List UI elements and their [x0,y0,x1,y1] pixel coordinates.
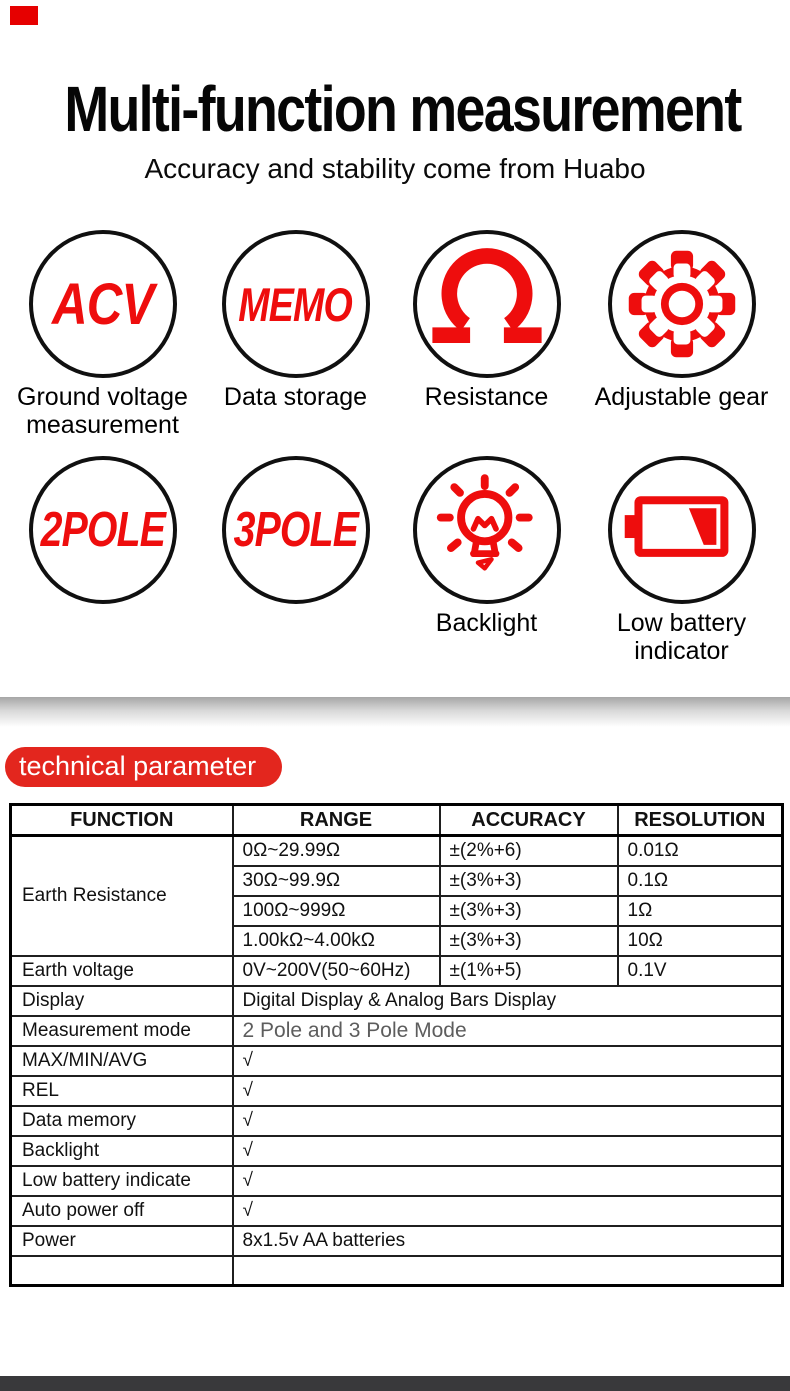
table-row: 100Ω~999Ω ±(3%+3) 1Ω [11,894,784,927]
cell-function [9,1254,234,1287]
gear-icon-circle [607,230,756,378]
three-pole-badge-circle: 3POLE [221,456,370,604]
feature-adjustable-gear: Adjustable gear [585,230,778,412]
memo-badge-circle: MEMO [221,230,370,378]
cell-accuracy: ±(3%+3) [438,924,619,957]
feature-label: Resistance [424,383,549,411]
table-row: 30Ω~99.9Ω ±(3%+3) 0.1Ω [11,864,784,897]
cell-value: √ [231,1194,784,1227]
table-row: 1.00kΩ~4.00kΩ ±(3%+3) 10Ω [11,924,784,957]
cell-value: √ [231,1134,784,1167]
col-header-function: FUNCTION [9,803,234,837]
col-header-range: RANGE [231,803,441,837]
feature-label: Data storage [223,383,368,411]
cell-value: √ [231,1044,784,1077]
table-row: Earth Resistance 0Ω~29.99Ω ±(2%+6) 0.01Ω [9,834,784,957]
feature-3pole: 3POLE [199,456,392,604]
spec-table-wrap: FUNCTION RANGE ACCURACY RESOLUTION Earth… [9,803,784,1287]
cell-function: Measurement mode [9,1014,234,1047]
two-pole-icon: 2POLE [40,503,165,557]
cell-value: √ [231,1104,784,1137]
cell-function: Power [9,1224,234,1257]
cell-range: 100Ω~999Ω [231,894,441,927]
feature-2pole: 2POLE [6,456,199,604]
cell-function: Display [9,984,234,1017]
cell-accuracy: ±(3%+3) [438,894,619,927]
cell-resolution: 10Ω [616,924,784,957]
cell-value: √ [231,1074,784,1107]
feature-ground-voltage: ACV Ground voltage measurement [6,230,199,439]
table-row: REL √ [9,1074,784,1107]
cell-value: 2 Pole and 3 Pole Mode [231,1014,784,1047]
cell-function: Earth Resistance [9,834,234,957]
acv-icon: ACV [51,271,154,337]
cell-function: Earth voltage [9,954,234,987]
cell-range: 30Ω~99.9Ω [231,864,441,897]
table-row: Display Digital Display & Analog Bars Di… [9,984,784,1017]
cell-function: Low battery indicate [9,1164,234,1197]
cell-range: 0Ω~29.99Ω [231,834,441,867]
table-header-row: FUNCTION RANGE ACCURACY RESOLUTION [9,803,784,837]
ohm-icon [431,248,542,343]
col-header-accuracy: ACCURACY [438,803,619,837]
feature-low-battery: Low battery indicator [585,456,778,665]
cell-value: √ [231,1164,784,1197]
page-title: Multi-function measurement [0,72,790,146]
cell-resolution: 0.1Ω [616,864,784,897]
col-header-resolution: RESOLUTION [616,803,784,837]
spec-table: FUNCTION RANGE ACCURACY RESOLUTION Earth… [9,803,784,1287]
table-row: Earth voltage 0V~200V(50~60Hz) ±(1%+5) 0… [9,954,784,987]
cell-resolution: 0.1V [616,954,784,987]
cell-resolution: 0.01Ω [616,834,784,867]
feature-label: Backlight [435,609,538,637]
ohm-icon-circle [412,230,561,378]
red-corner-marker [10,6,38,25]
cell-function: MAX/MIN/AVG [9,1044,234,1077]
memo-icon: MEMO [238,277,354,331]
feature-label: Low battery indicator [616,609,747,665]
battery-low-icon [624,496,728,557]
light-bulb-icon [436,474,533,571]
acv-badge-circle: ACV [28,230,177,378]
cell-accuracy: ±(1%+5) [438,954,619,987]
bottom-bar [0,1376,790,1391]
three-pole-icon: 3POLE [233,503,358,557]
table-row: Data memory √ [9,1104,784,1137]
cell-function: Data memory [9,1104,234,1137]
table-row [9,1254,784,1287]
two-pole-badge-circle: 2POLE [28,456,177,604]
table-row: Measurement mode 2 Pole and 3 Pole Mode [9,1014,784,1047]
table-row: Power 8x1.5v AA batteries [9,1224,784,1257]
bulb-icon-circle [412,456,561,604]
cell-value: 8x1.5v AA batteries [231,1224,784,1257]
cell-function: REL [9,1074,234,1107]
section-divider [0,697,790,727]
cell-resolution: 1Ω [616,894,784,927]
table-row: Auto power off √ [9,1194,784,1227]
feature-resistance: Resistance [390,230,583,412]
cell-value [231,1254,784,1287]
table-row: MAX/MIN/AVG √ [9,1044,784,1077]
page-title-text: Multi-function measurement [64,73,742,145]
cell-function: Backlight [9,1134,234,1167]
gear-icon [628,250,735,358]
battery-icon-circle [607,456,756,604]
cell-range: 0V~200V(50~60Hz) [231,954,441,987]
cell-accuracy: ±(2%+6) [438,834,619,867]
technical-parameter-heading: technical parameter [5,747,282,787]
page-subtitle: Accuracy and stability come from Huabo [144,153,646,184]
cell-value: Digital Display & Analog Bars Display [231,984,784,1017]
cell-range: 1.00kΩ~4.00kΩ [231,924,441,957]
table-row: Low battery indicate √ [9,1164,784,1197]
feature-label: Ground voltage measurement [17,383,188,439]
feature-backlight: Backlight [390,456,583,638]
feature-label: Adjustable gear [594,383,769,411]
table-row: Backlight √ [9,1134,784,1167]
cell-function: Auto power off [9,1194,234,1227]
feature-data-storage: MEMO Data storage [199,230,392,412]
cell-accuracy: ±(3%+3) [438,864,619,897]
